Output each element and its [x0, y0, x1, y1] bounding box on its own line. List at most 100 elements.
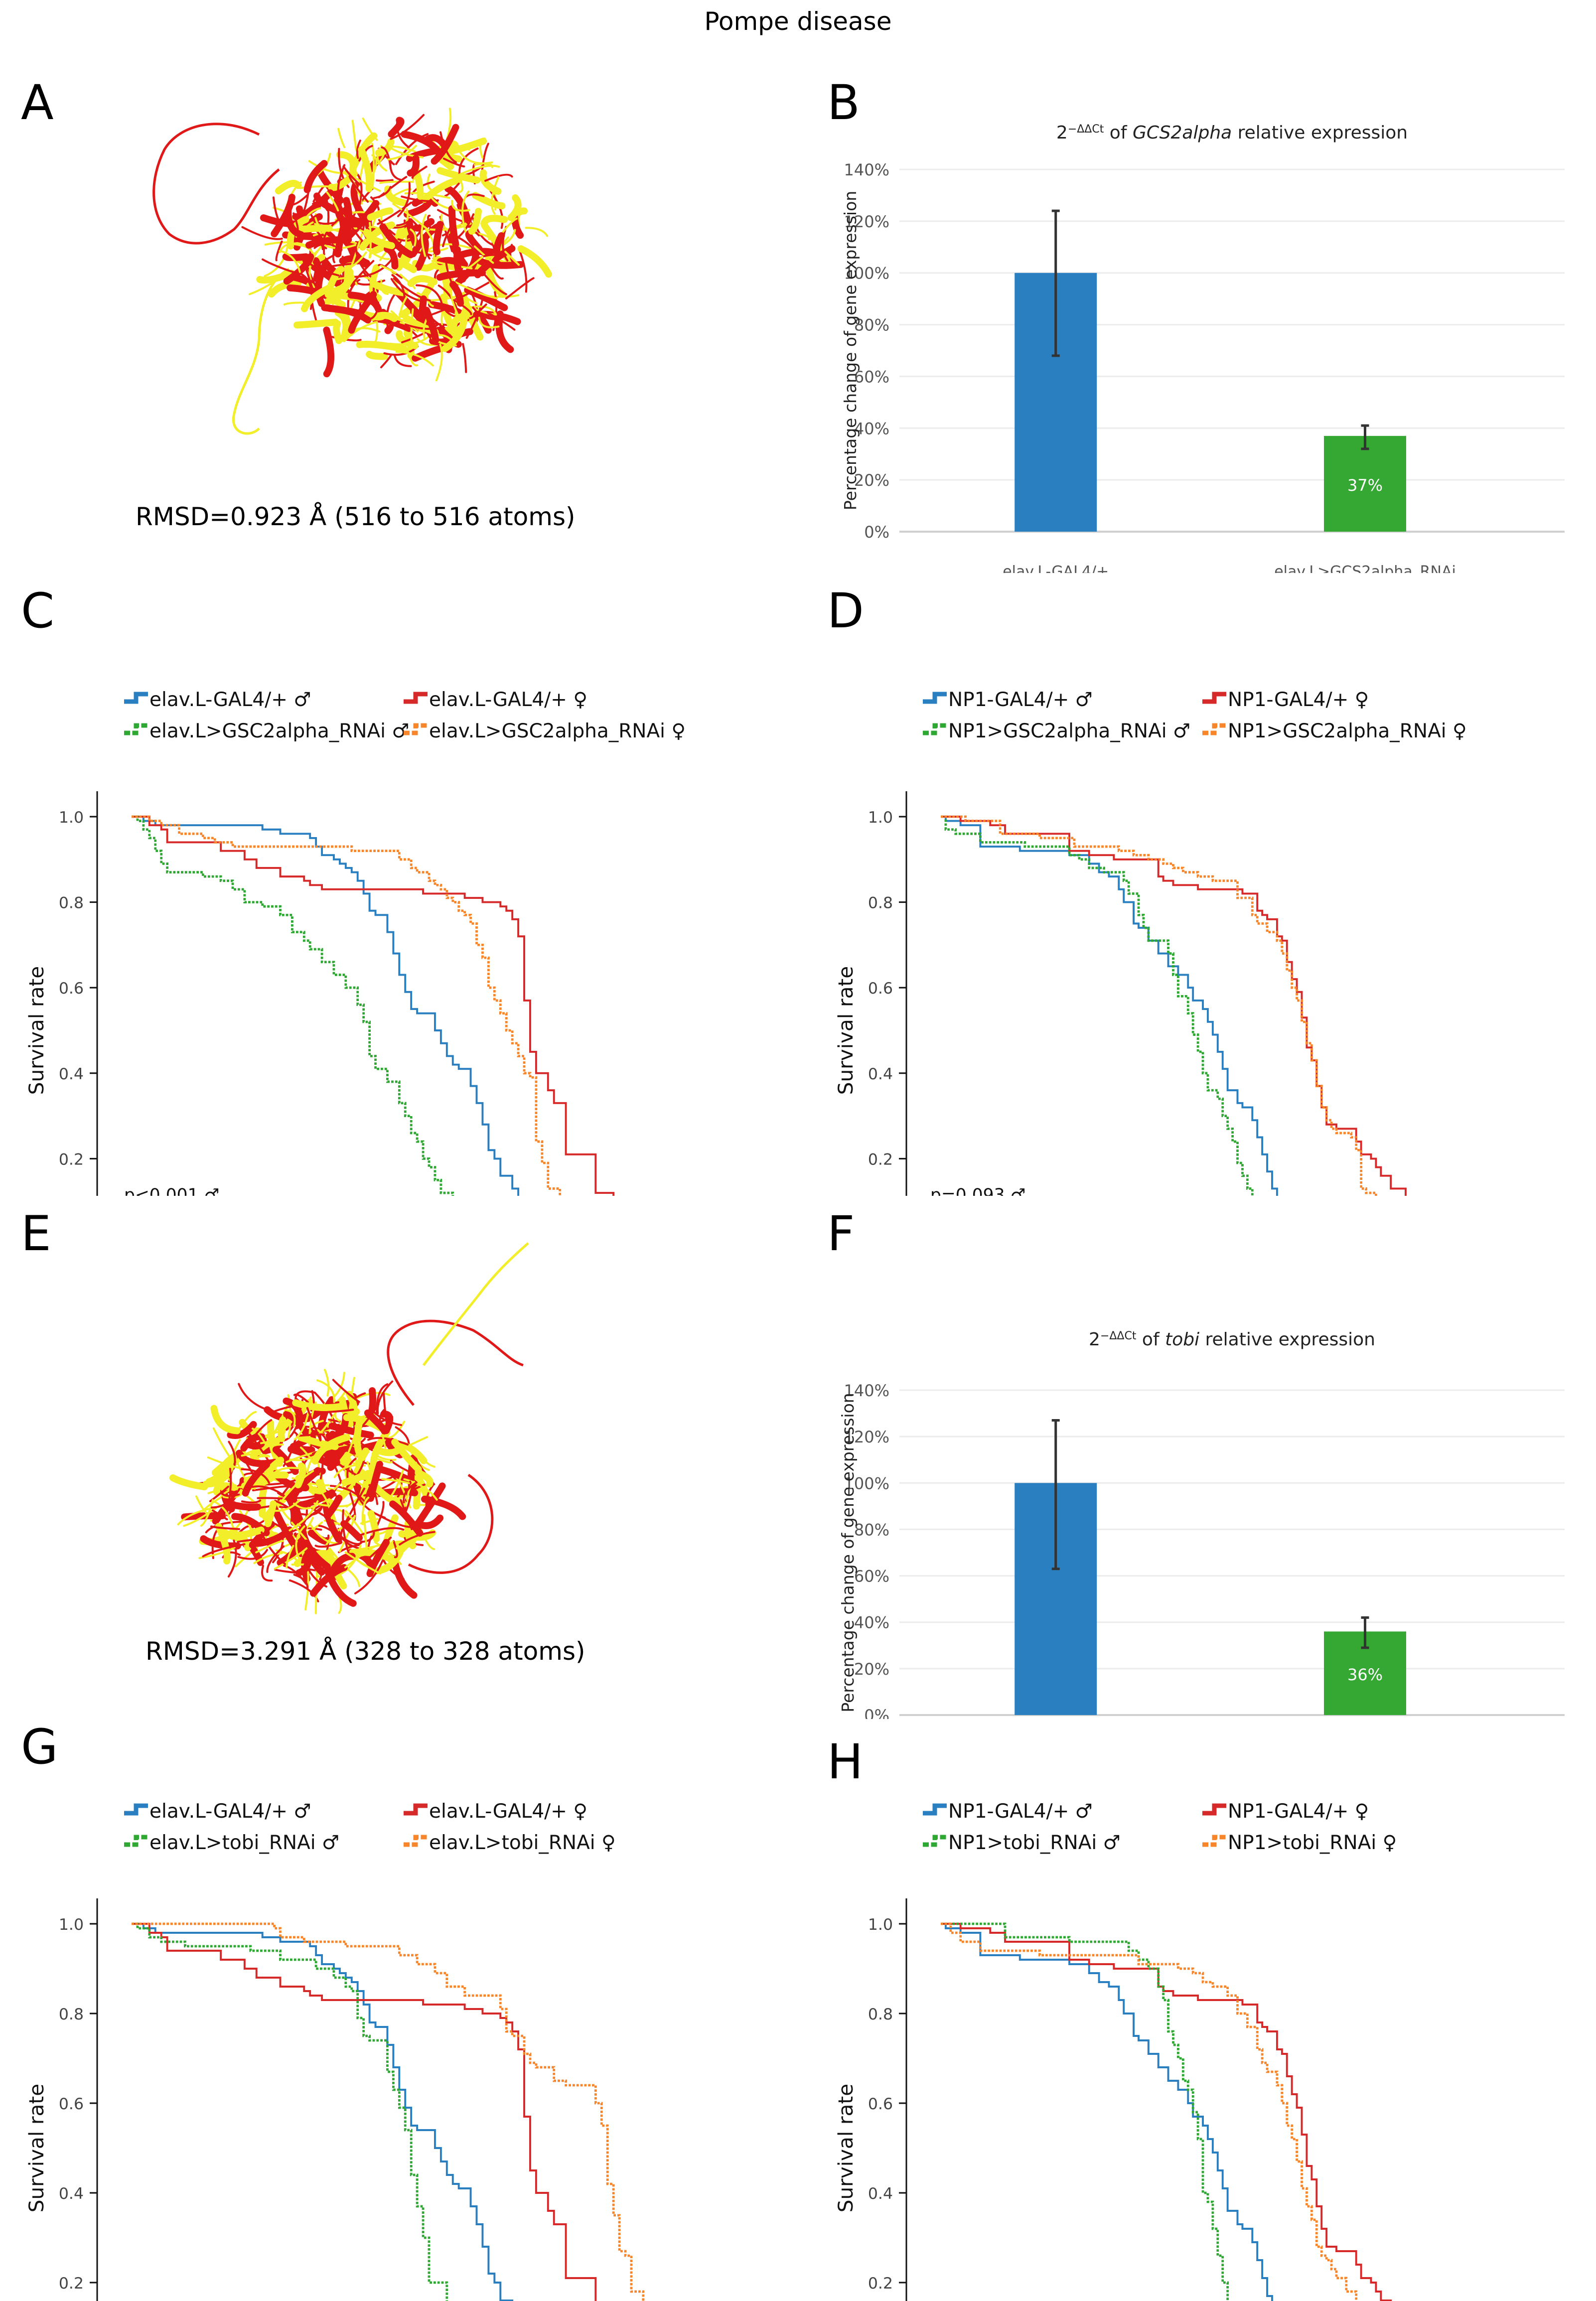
y-tick-label: 0.6 — [868, 980, 893, 998]
protein-ribbon — [260, 1431, 286, 1444]
protein-ribbon — [310, 1420, 324, 1433]
protein-ribbon — [358, 144, 373, 162]
protein-ribbon — [464, 286, 508, 311]
x-tick-label: elav.L>GCS2alpha_RNAi — [1274, 563, 1456, 573]
legend-label: elav.L>GSC2alpha_RNAi ♂ — [149, 720, 409, 742]
protein-ribbon — [371, 143, 375, 189]
protein-ribbon — [490, 176, 500, 215]
protein-ribbon — [310, 1564, 348, 1597]
plot-scaled: 0.00.20.40.60.81.0020406080100120Time (d… — [834, 689, 1467, 1196]
legend-swatch — [923, 1803, 947, 1816]
y-tick-label: 60% — [854, 1567, 889, 1586]
protein-ribbon — [357, 173, 363, 209]
protein-ribbon — [303, 1557, 328, 1588]
protein-ribbon — [351, 120, 357, 151]
survival-curve — [941, 816, 1278, 1196]
protein-ribbon — [450, 312, 468, 337]
protein-ribbon — [368, 1484, 379, 1505]
protein-ribbon — [288, 194, 308, 206]
y-tick-label: 40% — [854, 419, 889, 438]
protein-ribbon — [334, 309, 350, 342]
protein-ribbon — [435, 343, 443, 382]
protein-ribbon — [293, 1574, 308, 1590]
legend-label: NP1-GAL4/+ ♀ — [1228, 1800, 1369, 1823]
protein-ribbon — [380, 1411, 394, 1435]
protein-ribbon — [423, 306, 439, 344]
protein-ribbon — [414, 1514, 444, 1529]
protein-ribbon — [421, 176, 462, 203]
panel-label-e: E — [21, 1206, 51, 1262]
y-tick-label: 0.6 — [59, 2095, 84, 2113]
protein-ribbon — [422, 305, 452, 318]
protein-ribbon — [228, 1467, 232, 1500]
panel-g: G 0.00.20.40.60.81.0020406080100Time (da… — [0, 1719, 797, 2301]
y-tick-label: 0.4 — [868, 1065, 893, 1083]
panel-label-g: G — [21, 1719, 58, 1775]
protein-ribbon — [367, 1460, 383, 1502]
protein-ribbon — [386, 1421, 406, 1439]
protein-ribbon — [344, 1551, 382, 1575]
protein-ribbon — [300, 284, 334, 312]
protein-ribbon — [322, 1501, 342, 1543]
protein-ribbon — [389, 158, 402, 181]
chart-title: 2−ΔΔCt of GCS2alpha relative expression — [1056, 123, 1408, 143]
protein-ribbon — [367, 207, 394, 221]
y-axis-label: Survival rate — [834, 966, 858, 1095]
legend-label: NP1-GAL4/+ ♂ — [948, 1800, 1093, 1823]
y-tick-label: 0.2 — [59, 1150, 84, 1168]
protein-ribbon — [262, 258, 295, 274]
protein-ribbon — [468, 208, 482, 235]
protein-ribbon — [363, 1514, 368, 1552]
survival-curve — [132, 1923, 514, 2301]
protein-ribbon — [379, 180, 414, 184]
title-title-gene: GCS2alpha — [1133, 123, 1232, 143]
protein-ribbon — [324, 1494, 343, 1520]
protein-ribbon — [329, 1484, 367, 1504]
protein-ribbon — [399, 274, 416, 289]
title-title-suffix: relative expression — [1199, 1329, 1375, 1350]
protein-ribbon — [271, 1505, 300, 1551]
legend-label: NP1-GAL4/+ ♀ — [1228, 689, 1369, 711]
protein-ribbon — [362, 117, 378, 141]
protein-ribbon — [366, 1539, 390, 1578]
protein-ribbon — [453, 246, 466, 283]
survival-curve — [941, 1922, 1229, 2301]
protein-ribbon — [416, 284, 443, 307]
survival-curve — [132, 815, 562, 1196]
panel-h: H 0.00.20.40.60.81.0020406080100120Time … — [797, 1719, 1596, 2301]
protein-ribbon — [399, 1531, 435, 1546]
protein-ribbon — [283, 253, 314, 285]
protein-ribbon — [238, 1411, 257, 1431]
protein-ribbon — [386, 1469, 404, 1502]
protein-ribbon — [487, 311, 516, 331]
protein-ribbon — [493, 232, 505, 257]
y-tick-label: 60% — [854, 367, 889, 386]
protein-ribbon — [425, 1484, 434, 1512]
protein-ribbon — [354, 1560, 384, 1594]
protein-ribbon — [286, 1409, 296, 1428]
protein-ribbon — [392, 203, 430, 232]
protein-ribbon — [296, 243, 314, 256]
y-tick-label: 0.8 — [868, 894, 893, 912]
protein-ribbon — [248, 1419, 273, 1443]
protein-ribbon — [375, 1513, 414, 1528]
protein-ribbon — [343, 197, 353, 236]
y-tick-label: 1.0 — [868, 1916, 893, 1934]
survival-curve — [941, 815, 1377, 1196]
protein-ribbon — [380, 354, 392, 369]
protein-ribbon — [326, 191, 339, 212]
protein-ribbon — [342, 165, 361, 186]
protein-ribbon — [373, 186, 392, 199]
protein-ribbon — [395, 133, 429, 165]
protein-ribbon — [410, 228, 417, 247]
protein-ribbon — [251, 1428, 268, 1447]
protein-ribbon — [401, 131, 442, 155]
protein-ribbon — [421, 214, 427, 257]
protein-ribbon — [364, 1409, 388, 1435]
protein-ribbon — [344, 170, 381, 192]
protein-ribbon — [241, 1499, 262, 1504]
protein-ribbon — [400, 1441, 428, 1464]
data-label: 37% — [1347, 476, 1383, 495]
protein-ribbon — [374, 1457, 393, 1463]
protein-ribbon — [360, 1531, 375, 1543]
